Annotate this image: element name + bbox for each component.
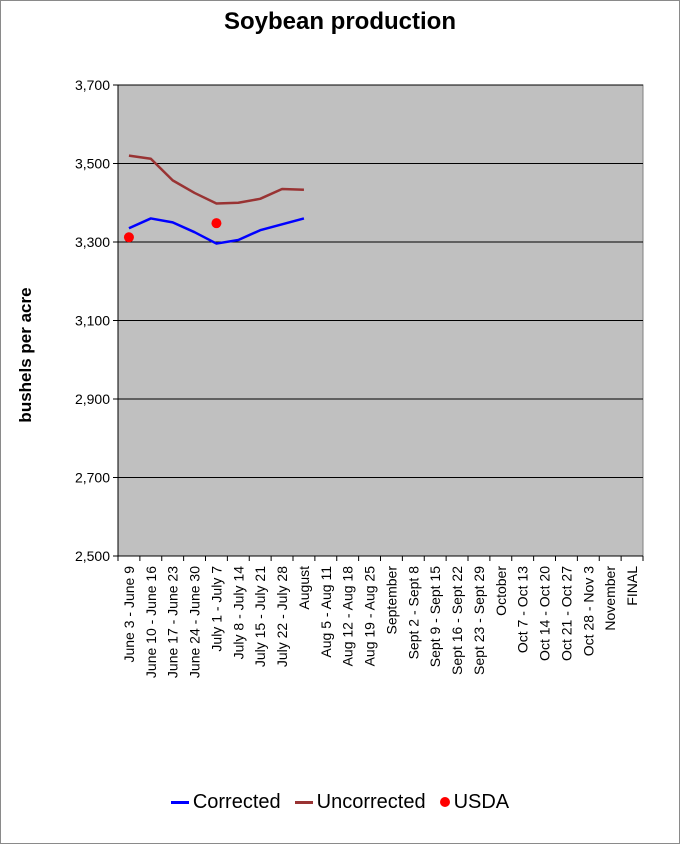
y-tick-label: 2,700	[75, 470, 110, 486]
y-tick-label: 3,100	[75, 313, 110, 329]
y-tick-label: 2,500	[75, 548, 110, 564]
x-tick-label: June 10 - June 16	[143, 566, 159, 678]
x-tick-label: October	[493, 566, 509, 616]
y-tick-label: 3,300	[75, 234, 110, 250]
legend-item-usda: USDA	[439, 790, 510, 814]
y-tick-label: 3,700	[75, 77, 110, 93]
x-tick-label: July 22 - July 28	[274, 566, 290, 667]
x-tick-label: FINAL	[624, 566, 640, 606]
legend-swatch-corrected	[170, 800, 189, 804]
x-tick-label: Oct 7 - Oct 13	[515, 566, 531, 653]
legend-swatch-uncorrected	[294, 800, 313, 804]
x-tick-label: July 8 - July 14	[230, 566, 246, 660]
legend-label-corrected: Corrected	[192, 790, 281, 813]
x-tick-label: Aug 12 - Aug 18	[340, 566, 356, 667]
x-tick-label: Oct 21 - Oct 27	[558, 566, 574, 661]
chart-title: Soybean production	[223, 8, 456, 35]
x-tick-label: June 3 - June 9	[121, 566, 137, 663]
y-tick-label: 2,900	[75, 391, 110, 407]
x-tick-label: Oct 28 - Nov 3	[580, 566, 596, 656]
x-tick-label: Aug 5 - Aug 11	[318, 566, 334, 658]
x-tick-label: July 15 - July 21	[252, 566, 268, 667]
y-tick-label: 3,500	[75, 156, 110, 172]
x-tick-label: June 24 - June 30	[187, 566, 203, 678]
legend-label-uncorrected: Uncorrected	[316, 790, 426, 813]
x-tick-label: September	[383, 566, 399, 635]
data-point-usda	[123, 232, 134, 243]
x-tick-label: Sept 16 - Sept 22	[449, 566, 465, 675]
legend-item-corrected: Corrected	[170, 790, 281, 814]
x-tick-label: Aug 19 - Aug 25	[362, 566, 378, 667]
legend: Corrected Uncorrected USDA	[0, 788, 680, 816]
x-tick-label: August	[296, 566, 312, 610]
legend-item-uncorrected: Uncorrected	[294, 790, 426, 814]
series-line-uncorrected	[128, 154, 304, 205]
x-tick-label: Oct 14 - Oct 20	[537, 566, 553, 661]
legend-swatch-usda	[439, 797, 450, 807]
x-tick-label: June 17 - June 23	[165, 566, 181, 678]
series-line-corrected	[128, 217, 305, 245]
x-tick-label: Sept 2 - Sept 8	[405, 566, 421, 660]
series-group	[123, 154, 305, 245]
x-tick-label: Sept 23 - Sept 29	[471, 566, 487, 675]
x-axis-ticks: June 3 - June 9 June 10 - June 16 June 17 …	[117, 555, 644, 678]
x-tick-label: July 1 - July 7	[208, 566, 224, 652]
legend-label-usda: USDA	[453, 790, 510, 813]
x-tick-label: Sept 9 - Sept 15	[427, 566, 443, 667]
y-axis-ticks: 2,500 2,700 2,900 3,100 3,300 3,500 3,700	[75, 77, 119, 564]
data-point-usda	[211, 218, 222, 229]
x-tick-label: November	[602, 566, 618, 631]
